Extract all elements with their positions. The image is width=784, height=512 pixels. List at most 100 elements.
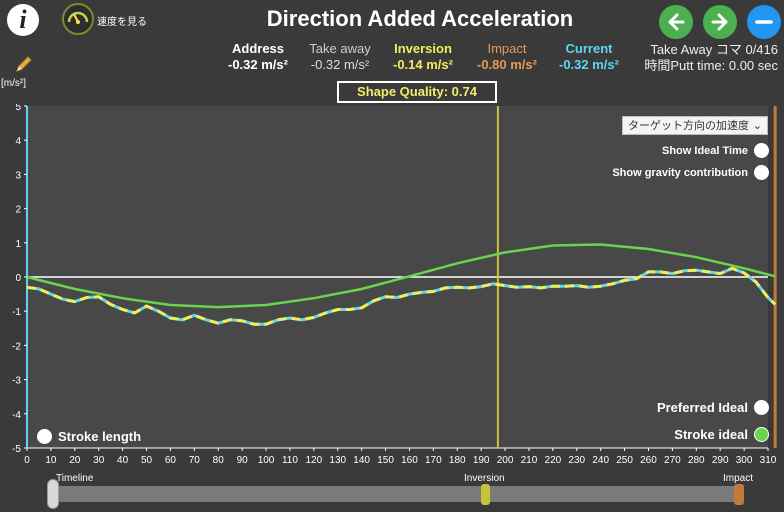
y-axis-unit: [m/s²] xyxy=(1,78,26,89)
stroke-ideal-toggle[interactable]: Stroke ideal xyxy=(674,427,769,442)
show-ideal-time-toggle[interactable]: Show Ideal Time xyxy=(662,143,769,158)
page-title: Direction Added Acceleration xyxy=(266,6,574,31)
radio-icon[interactable] xyxy=(754,143,769,158)
inversion-marker[interactable] xyxy=(481,484,490,505)
info-button[interactable]: i xyxy=(7,4,39,36)
stat-inversion-label: Inversion xyxy=(394,41,452,56)
timeline-label: Timeline xyxy=(56,473,94,484)
stroke-length-toggle[interactable]: Stroke length xyxy=(37,429,141,444)
x-tick-label: 170 xyxy=(425,455,442,466)
x-tick-label: 0 xyxy=(24,455,30,466)
speed-gauge-icon xyxy=(67,11,89,24)
y-tick-label: 1 xyxy=(15,239,21,250)
stat-inversion: Inversion -0.14 m/s² xyxy=(387,41,459,72)
view-speed-label: 速度を見る xyxy=(97,17,147,28)
y-tick-label: -1 xyxy=(12,307,21,318)
stat-address: Address -0.32 m/s² xyxy=(222,41,294,72)
preferred-ideal-toggle[interactable]: Preferred Ideal xyxy=(657,400,769,415)
x-tick-label: 280 xyxy=(688,455,705,466)
minus-icon xyxy=(755,20,773,24)
impact-marker[interactable] xyxy=(734,484,744,505)
x-tick-label: 70 xyxy=(189,455,201,466)
x-tick-label: 40 xyxy=(117,455,129,466)
x-tick-label: 290 xyxy=(712,455,729,466)
axis-direction-dropdown[interactable]: ターゲット方向の加速度 ⌄ xyxy=(622,116,768,135)
radio-icon[interactable] xyxy=(754,165,769,180)
x-tick-label: 160 xyxy=(401,455,418,466)
x-tick-label: 310 xyxy=(760,455,777,466)
y-tick-label: -4 xyxy=(12,410,21,421)
x-tick-label: 20 xyxy=(69,455,81,466)
x-tick-label: 270 xyxy=(664,455,681,466)
y-tick-label: 4 xyxy=(15,136,21,147)
x-tick-label: 50 xyxy=(141,455,153,466)
dropdown-value: ターゲット方向の加速度 xyxy=(628,120,749,132)
y-tick-label: 0 xyxy=(15,273,21,284)
y-tick-label: -5 xyxy=(12,444,21,455)
preferred-ideal-label: Preferred Ideal xyxy=(656,400,748,415)
stat-address-label: Address xyxy=(231,41,285,56)
timeline-track[interactable] xyxy=(52,486,742,502)
y-tick-label: -3 xyxy=(12,376,21,387)
show-ideal-time-label: Show Ideal Time xyxy=(662,144,748,157)
show-gravity-toggle[interactable]: Show gravity contribution xyxy=(612,165,769,180)
stat-inversion-value: -0.14 m/s² xyxy=(393,57,453,72)
stroke-length-label: Stroke length xyxy=(58,429,142,444)
radio-icon[interactable] xyxy=(754,427,769,442)
x-tick-label: 200 xyxy=(497,455,514,466)
x-tick-label: 150 xyxy=(377,455,394,466)
x-tick-label: 210 xyxy=(521,455,538,466)
minus-button[interactable] xyxy=(747,5,781,39)
y-tick-label: 3 xyxy=(15,170,21,181)
measured-series-overlay xyxy=(26,266,777,326)
pencil-icon[interactable] xyxy=(14,54,34,79)
y-tick-label: -2 xyxy=(12,341,21,352)
x-tick-label: 100 xyxy=(258,455,275,466)
stat-current: Current -0.32 m/s² xyxy=(553,41,625,72)
stat-address-value: -0.32 m/s² xyxy=(228,57,288,72)
x-tick-label: 180 xyxy=(449,455,466,466)
x-tick-label: 230 xyxy=(568,455,585,466)
stat-current-label: Current xyxy=(565,41,613,56)
x-tick-label: 140 xyxy=(353,455,370,466)
x-tick-label: 250 xyxy=(616,455,633,466)
stat-takeaway: Take away -0.32 m/s² xyxy=(304,41,376,72)
frame-info: Take Away コマ 0/416 時間Putt time: 0.00 sec xyxy=(634,42,778,74)
x-tick-label: 10 xyxy=(45,455,57,466)
x-tick-label: 130 xyxy=(329,455,346,466)
x-tick-label: 220 xyxy=(545,455,562,466)
view-speed-button[interactable] xyxy=(62,3,94,35)
x-tick-label: 240 xyxy=(592,455,609,466)
putt-time: 時間Putt time: 0.00 sec xyxy=(644,58,778,73)
chevron-down-icon: ⌄ xyxy=(752,120,762,132)
x-tick-label: 300 xyxy=(736,455,753,466)
previous-button[interactable] xyxy=(659,5,693,39)
radio-icon[interactable] xyxy=(37,429,52,444)
stat-impact: Impact -0.80 m/s² xyxy=(471,41,543,72)
timeline-inversion-label: Inversion xyxy=(464,473,505,484)
timeline-slider-thumb[interactable] xyxy=(47,479,59,509)
frame-counter: Take Away コマ 0/416 xyxy=(650,42,778,57)
stat-takeaway-label: Take away xyxy=(309,41,371,56)
timeline-impact-label: Impact xyxy=(723,473,754,484)
x-tick-label: 120 xyxy=(305,455,322,466)
stat-takeaway-value: -0.32 m/s² xyxy=(310,57,370,72)
arrow-right-icon xyxy=(711,13,728,31)
x-tick-label: 60 xyxy=(165,455,177,466)
show-gravity-label: Show gravity contribution xyxy=(612,166,748,179)
x-tick-label: 110 xyxy=(282,455,298,466)
x-tick-label: 190 xyxy=(473,455,490,466)
next-button[interactable] xyxy=(703,5,737,39)
y-tick-label: 5 xyxy=(15,104,21,113)
stat-impact-value: -0.80 m/s² xyxy=(477,57,537,72)
ideal-series-line xyxy=(26,243,776,309)
shape-quality-badge: Shape Quality: 0.74 xyxy=(337,81,497,103)
x-tick-label: 80 xyxy=(213,455,225,466)
x-tick-label: 30 xyxy=(93,455,105,466)
x-tick-label: 260 xyxy=(640,455,657,466)
stroke-ideal-label: Stroke ideal xyxy=(674,427,748,442)
radio-icon[interactable] xyxy=(754,400,769,415)
stat-impact-label: Impact xyxy=(487,41,527,56)
stat-current-value: -0.32 m/s² xyxy=(559,57,619,72)
